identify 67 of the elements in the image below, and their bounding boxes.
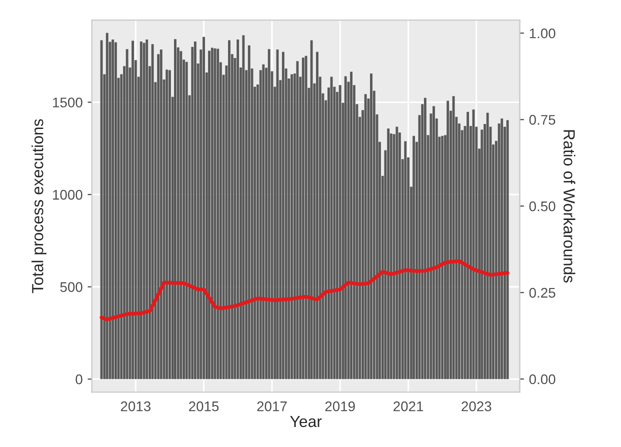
- bar: [236, 39, 240, 380]
- bar: [364, 94, 367, 380]
- x-tick-label: 2021: [394, 401, 424, 412]
- bar: [174, 39, 176, 380]
- y-tick-label: 500: [60, 282, 82, 292]
- y-tick-label: 0: [76, 374, 82, 384]
- bar: [466, 112, 470, 380]
- bar: [160, 49, 162, 380]
- bar: [132, 40, 134, 380]
- bar: [216, 48, 220, 380]
- bar: [396, 126, 398, 380]
- bar: [506, 120, 509, 380]
- bar: [114, 42, 117, 380]
- bar: [296, 61, 299, 380]
- x-axis-title: Year: [290, 416, 322, 428]
- bar: [424, 98, 426, 380]
- bar: [168, 70, 171, 380]
- bar: [350, 72, 352, 380]
- bar: [185, 62, 188, 380]
- bar: [180, 51, 182, 380]
- bar: [432, 106, 435, 380]
- bar: [262, 64, 265, 380]
- bar: [370, 73, 372, 380]
- bar: [210, 48, 214, 380]
- bar: [106, 32, 108, 380]
- x-tick-label: 2023: [462, 401, 492, 412]
- bar: [387, 128, 390, 380]
- bar: [142, 42, 146, 380]
- x-tick-label: 2019: [325, 401, 355, 412]
- bar: [441, 136, 444, 380]
- bar: [302, 58, 304, 380]
- bar: [208, 50, 210, 380]
- line-series: [100, 259, 510, 322]
- bar: [446, 100, 450, 380]
- bar: [338, 85, 342, 380]
- bar: [151, 44, 154, 380]
- bar: [268, 49, 270, 380]
- y-tick-label: 1500: [53, 98, 82, 108]
- y2-tick-label: 0.50: [529, 201, 556, 212]
- y-axis-title: Total process executions: [32, 119, 46, 294]
- y2-tick-label: 1.00: [530, 28, 556, 38]
- bar: [500, 118, 504, 380]
- bar: [194, 42, 196, 380]
- bar: [166, 70, 168, 380]
- y2-axis-title: Ratio of Workarounds: [564, 130, 576, 283]
- y-tick-label: 1000: [53, 190, 82, 200]
- bar: [282, 52, 284, 380]
- bar: [112, 39, 114, 380]
- bar: [344, 76, 347, 380]
- bar: [316, 52, 318, 380]
- bar: [228, 40, 230, 380]
- bar: [248, 45, 250, 380]
- x-tick-label: 2017: [257, 401, 287, 412]
- x-tick-label: 2015: [189, 401, 219, 412]
- bar: [290, 74, 293, 380]
- bar: [146, 39, 148, 380]
- y2-tick-label: 0.25: [529, 288, 556, 298]
- bar: [404, 141, 407, 380]
- bar: [202, 36, 205, 380]
- bar: [486, 112, 489, 380]
- y2-tick-label: 0.00: [529, 374, 556, 384]
- bar: [126, 49, 128, 380]
- x-tick-label: 2013: [120, 401, 151, 412]
- bar: [412, 136, 415, 380]
- bar: [140, 42, 142, 380]
- bar: [242, 35, 245, 380]
- y2-tick-label: 0.75: [529, 114, 556, 125]
